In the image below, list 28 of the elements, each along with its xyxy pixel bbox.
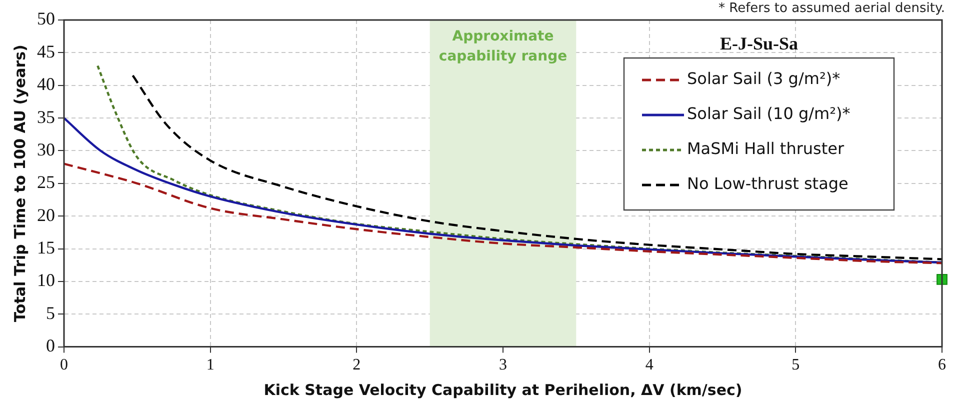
legend-label: Solar Sail (10 g/m²)* [687, 104, 850, 124]
y-tick-label: 10 [37, 270, 55, 290]
y-tick-label: 20 [37, 204, 55, 225]
x-tick-label: 3 [499, 356, 507, 374]
legend-label: Solar Sail (3 g/m²)* [687, 69, 840, 88]
legend-label: MaSMi Hall thruster [687, 139, 844, 158]
text: * Refers to assumed aerial density. [718, 0, 945, 16]
line-series [64, 162, 942, 264]
y-tick-label: 25 [37, 172, 55, 192]
x-tick-label: 1 [206, 356, 214, 374]
y-tick-label: 45 [37, 41, 55, 62]
y-tick-label: 5 [46, 302, 55, 323]
x-axis-title: Kick Stage Velocity Capability at Perihelion, ΔV (km/sec) [264, 380, 742, 399]
y-tick-label: 35 [37, 106, 55, 127]
y-tick-label: 15 [37, 237, 55, 258]
x-tick-label: 5 [792, 356, 800, 374]
x-tick-label: 2 [352, 356, 361, 374]
y-tick-label: 40 [37, 74, 55, 94]
y-tick-label: 50 [37, 8, 55, 29]
y-axis-title: Total Trip Time to 100 AU (years) [10, 44, 29, 322]
legend-label: No Low-thrust stage [687, 174, 848, 194]
x-tick-label: 0 [60, 356, 68, 374]
x-tick-label: 4 [645, 356, 654, 374]
band-label: Approximate capability range [438, 28, 568, 65]
y-tick-label: 0 [46, 336, 55, 356]
x-tick-label: 6 [938, 356, 946, 374]
y-tick-label: 30 [37, 139, 55, 160]
text: E-J-Su-Sa [720, 34, 798, 54]
